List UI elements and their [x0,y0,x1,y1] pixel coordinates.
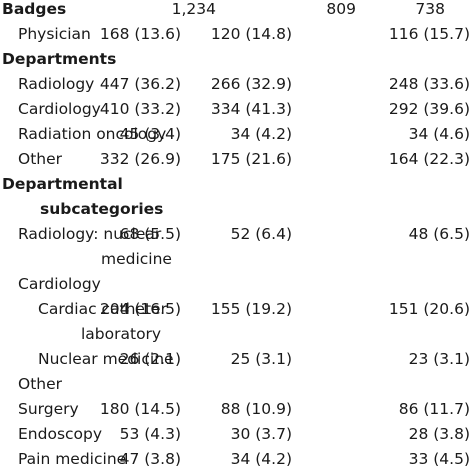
cell-value: 25 (3.1) [230,350,292,368]
row-label: Cardiology [18,100,101,118]
cell-value: 86 (11.7) [398,400,470,418]
cell-value: 45 (3.4) [119,125,181,143]
row-label: Endoscopy [18,425,103,443]
row-label: Surgery [18,400,79,418]
cell-value: 266 (32.9) [210,75,292,93]
cell-value: 53 (4.3) [119,425,181,443]
cell-value: 28 (3.8) [408,425,470,443]
subsection-row: Other [0,372,474,397]
table-row: Cardiac catheter 204 (16.5) 155 (19.2) 1… [0,297,474,322]
header-value-1: 1,234 [171,0,216,18]
table-row: Surgery 180 (14.5) 88 (10.9) 86 (11.7) [0,397,474,422]
cell-value: 47 (3.8) [119,450,181,468]
cell-value: 88 (10.9) [220,400,292,418]
table-row: Pain medicine 47 (3.8) 34 (4.2) 33 (4.5) [0,447,474,472]
cell-value: 155 (19.2) [210,300,292,318]
header-label: Badges [2,0,67,18]
cell-value: 332 (26.9) [99,150,181,168]
row-label: Nuclear medicine [38,350,174,368]
cell-value: 26 (2.1) [119,350,181,368]
header-value-3: 738 [415,0,445,18]
row-label: Radiology [18,75,95,93]
table-row: Nuclear medicine 26 (2.1) 25 (3.1) 23 (3… [0,347,474,372]
row-label: Cardiology [18,275,101,293]
cell-value: 180 (14.5) [99,400,181,418]
section-label-line1: Departmental [2,175,123,193]
cell-value: 447 (36.2) [99,75,181,93]
cell-value: 68 (5.5) [119,225,181,243]
row-label: Physician [18,25,91,43]
cell-value: 120 (14.8) [210,25,292,43]
row-label: Other [18,375,63,393]
table-header-row: Badges 1,234 809 738 [0,0,474,22]
table-row: Radiology 447 (36.2) 266 (32.9) 248 (33.… [0,72,474,97]
section-header-row: Departmental [0,172,474,197]
row-label: Other [18,150,63,168]
table-row: Physician 168 (13.6) 120 (14.8) 116 (15.… [0,22,474,47]
row-label: Radiation oncology [18,125,167,143]
table-row: Radiology: nuclear 68 (5.5) 52 (6.4) 48 … [0,222,474,247]
table-row: Other 332 (26.9) 175 (21.6) 164 (22.3) [0,147,474,172]
subsection-row: Cardiology [0,272,474,297]
cell-value: 248 (33.6) [388,75,470,93]
cell-value: 23 (3.1) [408,350,470,368]
cell-value: 164 (22.3) [388,150,470,168]
section-label-line2: subcategories [40,200,164,218]
row-label-line2: laboratory [81,325,162,343]
cell-value: 204 (16.5) [99,300,181,318]
section-label: Departments [2,50,117,68]
table-row: Endoscopy 53 (4.3) 30 (3.7) 28 (3.8) [0,422,474,447]
cell-value: 34 (4.6) [408,125,470,143]
cell-value: 292 (39.6) [388,100,470,118]
cell-value: 116 (15.7) [388,25,470,43]
cell-value: 33 (4.5) [408,450,470,468]
cell-value: 34 (4.2) [230,450,292,468]
cell-value: 410 (33.2) [99,100,181,118]
cell-value: 334 (41.3) [210,100,292,118]
cell-value: 30 (3.7) [230,425,292,443]
cell-value: 151 (20.6) [388,300,470,318]
table-row: Cardiology 410 (33.2) 334 (41.3) 292 (39… [0,97,474,122]
section-header-row: Departments [0,47,474,72]
section-header-row-cont: subcategories [0,197,474,222]
row-label: Pain medicine [18,450,127,468]
cell-value: 52 (6.4) [230,225,292,243]
table-row-cont: medicine [0,247,474,272]
cell-value: 168 (13.6) [99,25,181,43]
table-row-cont: laboratory [0,322,474,347]
cell-value: 34 (4.2) [230,125,292,143]
cell-value: 48 (6.5) [408,225,470,243]
table-row: Radiation oncology 45 (3.4) 34 (4.2) 34 … [0,122,474,147]
row-label-line1: Cardiac catheter [38,300,167,318]
cell-value: 175 (21.6) [210,150,292,168]
header-value-2: 809 [326,0,356,18]
row-label-line2: medicine [101,250,172,268]
row-label-line1: Radiology: nuclear [18,225,162,243]
